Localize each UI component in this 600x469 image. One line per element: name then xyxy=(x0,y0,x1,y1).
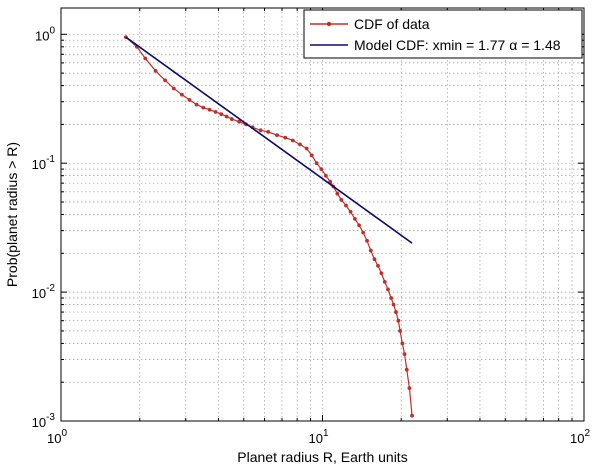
data-point xyxy=(153,69,158,73)
data-point xyxy=(361,230,366,235)
data-point xyxy=(309,153,314,158)
data-point xyxy=(344,203,348,208)
x-tick-label: 100 xyxy=(47,428,67,446)
data-point xyxy=(163,78,167,83)
legend-label-0: CDF of data xyxy=(354,16,430,32)
data-point xyxy=(180,92,184,97)
tick-labels: 100 101 102 10-3 10-2 10-1 100 xyxy=(32,25,591,446)
data-point xyxy=(224,114,229,119)
data-point xyxy=(304,146,309,151)
data-point xyxy=(368,248,373,253)
data-point xyxy=(258,128,263,133)
data-point xyxy=(319,167,324,172)
data-point xyxy=(290,138,295,143)
data-point xyxy=(376,263,380,268)
legend-label-1: Model CDF: xmin = 1.77 α = 1.48 xyxy=(354,37,561,53)
data-point xyxy=(365,238,369,243)
data-point xyxy=(339,197,344,202)
data-point xyxy=(410,413,414,418)
x-tick-label: 102 xyxy=(570,428,590,446)
data-point xyxy=(382,279,387,284)
y-tick-label: 10-1 xyxy=(32,154,56,172)
data-point xyxy=(171,86,176,91)
data-point xyxy=(213,110,218,114)
legend-marker-0 xyxy=(326,21,332,27)
data-point xyxy=(348,209,353,214)
x-axis-label: Planet radius R, Earth units xyxy=(237,449,407,465)
y-tick-label: 10-2 xyxy=(32,283,56,301)
data-point xyxy=(207,107,212,112)
data-point xyxy=(389,296,394,300)
data-point xyxy=(229,117,234,121)
data-point xyxy=(407,386,412,390)
data-point xyxy=(283,135,288,140)
data-point xyxy=(386,287,390,292)
series-line-1 xyxy=(125,36,413,244)
data-point xyxy=(237,119,242,124)
y-tick-label: 100 xyxy=(35,25,55,43)
data-point xyxy=(402,352,407,357)
data-point xyxy=(394,310,398,314)
x-tick-label: 101 xyxy=(308,428,328,446)
data-point xyxy=(391,302,396,307)
data-point xyxy=(201,105,206,110)
data-point xyxy=(357,223,361,228)
data-point xyxy=(379,271,384,276)
legend: CDF of data Model CDF: xmin = 1.77 α = 1.… xyxy=(303,9,583,59)
data-point xyxy=(404,367,409,372)
data-point xyxy=(275,133,279,138)
data-point xyxy=(143,56,148,61)
series-layer xyxy=(123,35,414,418)
data-point xyxy=(335,191,340,196)
data-point xyxy=(398,329,402,333)
legend-box xyxy=(303,9,583,59)
data-point xyxy=(352,216,357,221)
data-point xyxy=(298,142,302,147)
grid xyxy=(60,8,584,422)
data-point xyxy=(323,173,328,178)
data-point xyxy=(194,102,199,107)
y-axis-label: Prob(planet radius > R) xyxy=(4,142,20,287)
data-point xyxy=(314,161,319,166)
data-point xyxy=(187,97,192,102)
data-point xyxy=(400,341,405,346)
data-point xyxy=(396,318,401,323)
data-point xyxy=(372,257,377,262)
data-point xyxy=(266,129,271,134)
data-point xyxy=(219,112,224,117)
y-tick-label: 10-3 xyxy=(32,412,56,430)
